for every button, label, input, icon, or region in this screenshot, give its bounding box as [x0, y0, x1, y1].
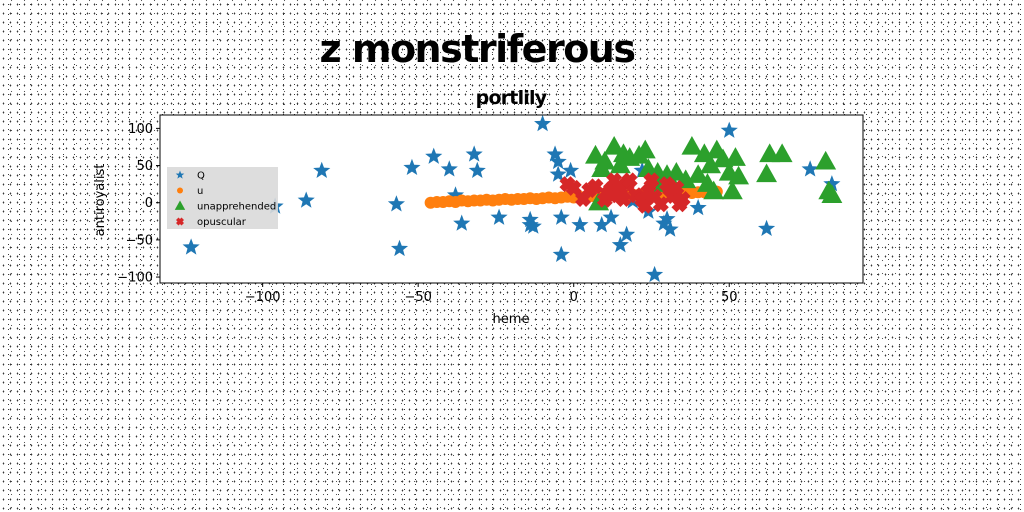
data-point [440, 160, 458, 177]
y-axis-label: antiroyalist [93, 164, 108, 237]
y-axis: −100 −50 0 50 100 [117, 122, 160, 286]
data-point [681, 135, 703, 155]
y-tick-label: −50 [126, 233, 153, 248]
data-point [594, 150, 616, 170]
legend-marker [177, 187, 183, 194]
data-point [658, 210, 676, 227]
data-point [771, 143, 793, 163]
data-point [725, 147, 746, 166]
data-point [182, 238, 200, 255]
data-point [674, 191, 691, 207]
legend-label: unapprehended [197, 202, 276, 213]
data-point [721, 180, 743, 200]
data-point [549, 152, 567, 170]
data-point [646, 265, 664, 283]
series-unapprehended [585, 135, 843, 211]
data-point [562, 161, 580, 179]
legend-label: Q [197, 171, 205, 182]
legend-label: u [197, 186, 203, 197]
data-point [403, 158, 421, 176]
data-point [524, 217, 542, 234]
legend-marker [174, 200, 186, 210]
legend-box [167, 167, 278, 229]
data-point [821, 184, 843, 203]
x-tick-label: 50 [721, 290, 738, 305]
x-tick-label: 0 [570, 290, 578, 305]
legend-marker [175, 170, 185, 179]
data-point [390, 239, 409, 257]
series-opuscular [559, 172, 691, 214]
data-point [687, 164, 709, 183]
data-point [621, 172, 638, 189]
data-point [728, 165, 750, 185]
data-point [689, 198, 707, 216]
data-point [720, 121, 738, 138]
chart-title: portlily [476, 87, 548, 109]
data-point [603, 135, 625, 155]
data-point [453, 214, 471, 231]
data-point [313, 161, 331, 179]
data-point [552, 208, 570, 225]
data-point [643, 172, 660, 189]
data-point [297, 191, 315, 208]
data-point [571, 216, 589, 233]
figure-suptitle: z monstriferous [320, 27, 635, 71]
data-point [756, 163, 778, 183]
y-tick-label: 0 [145, 196, 153, 211]
legend-marker [176, 217, 184, 226]
data-point [815, 150, 837, 170]
legend-label: opuscular [197, 217, 247, 228]
y-tick-label: 50 [136, 159, 153, 174]
data-point [546, 145, 564, 162]
x-axis-label: heme [493, 312, 530, 327]
data-point [703, 180, 725, 200]
data-point [611, 236, 629, 253]
x-tick-label: −100 [245, 290, 281, 305]
data-point [823, 175, 841, 192]
data-point [634, 139, 656, 159]
plot-frame [159, 114, 864, 284]
y-tick-label: 100 [128, 122, 153, 137]
y-tick-label: −100 [117, 271, 153, 286]
data-point [758, 219, 776, 237]
data-point [565, 179, 582, 196]
data-point [665, 161, 687, 181]
data-point [593, 216, 611, 233]
data-point [549, 165, 567, 182]
data-point [602, 208, 620, 225]
data-point [801, 160, 819, 177]
legend: Qu unapprehended opuscular [167, 167, 278, 229]
data-point [465, 145, 483, 162]
data-point [534, 114, 552, 132]
x-tick-label: −50 [404, 290, 431, 305]
data-point [661, 220, 679, 237]
data-point [700, 154, 722, 174]
x-axis: −100 −50 0 50 [245, 283, 738, 305]
data-point [490, 208, 508, 225]
data-point [468, 161, 486, 179]
data-point [387, 195, 405, 212]
data-point [425, 147, 443, 164]
data-point [618, 225, 636, 242]
data-point [587, 178, 604, 195]
data-point [652, 196, 669, 213]
data-point [552, 245, 570, 263]
data-point [446, 186, 465, 203]
data-point [615, 191, 632, 207]
